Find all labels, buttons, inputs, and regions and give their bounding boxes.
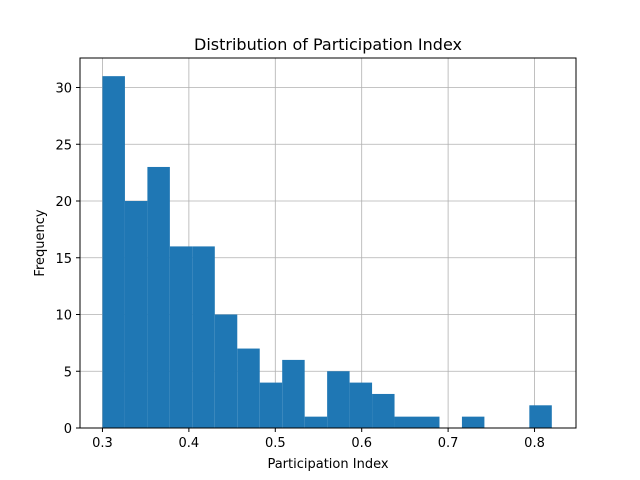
x-tick-label-5: 0.8: [524, 436, 545, 451]
y-axis-label: Frequency: [33, 209, 48, 276]
histogram-bar-13: [394, 416, 418, 428]
x-tick-label-0: 0.3: [92, 436, 113, 451]
y-axis-ticks: 0 5 10 15 20 25 30: [55, 82, 80, 437]
histogram-bar-2: [147, 166, 170, 428]
y-tick-label-2: 10: [55, 309, 72, 324]
histogram-bar-9: [304, 416, 328, 428]
y-tick-label-5: 25: [55, 138, 72, 153]
histogram-bar-12: [372, 393, 395, 428]
histogram-bar-6: [237, 348, 260, 428]
histogram-bar-16: [461, 416, 485, 428]
histogram-bar-1: [124, 201, 148, 428]
y-tick-label-1: 5: [64, 365, 72, 380]
histogram-bar-7: [259, 382, 283, 428]
histogram-bar-10: [327, 371, 350, 428]
histogram-bars: [102, 76, 552, 428]
y-tick-label-3: 15: [55, 252, 72, 267]
x-axis-label: Participation Index: [267, 457, 388, 472]
histogram-bar-11: [349, 382, 373, 428]
histogram-bar-19: [529, 405, 552, 428]
histogram-bar-5: [214, 314, 238, 428]
histogram-bar-3: [169, 246, 193, 428]
y-tick-label-4: 20: [55, 195, 72, 210]
histogram-bar-14: [417, 416, 440, 428]
x-tick-label-3: 0.6: [351, 436, 372, 451]
plot-frame: [79, 57, 577, 429]
x-axis-ticks: 0.3 0.4 0.5 0.6 0.7 0.8: [92, 428, 545, 451]
y-tick-label-6: 30: [55, 82, 72, 97]
x-tick-label-1: 0.4: [179, 436, 200, 451]
x-tick-label-4: 0.7: [438, 436, 459, 451]
chart-title: Distribution of Participation Index: [194, 35, 462, 54]
x-tick-label-2: 0.5: [265, 436, 286, 451]
y-tick-label-0: 0: [64, 422, 72, 437]
histogram-bar-8: [282, 359, 305, 428]
histogram-bar-4: [192, 246, 215, 428]
histogram-bar-0: [102, 76, 125, 428]
